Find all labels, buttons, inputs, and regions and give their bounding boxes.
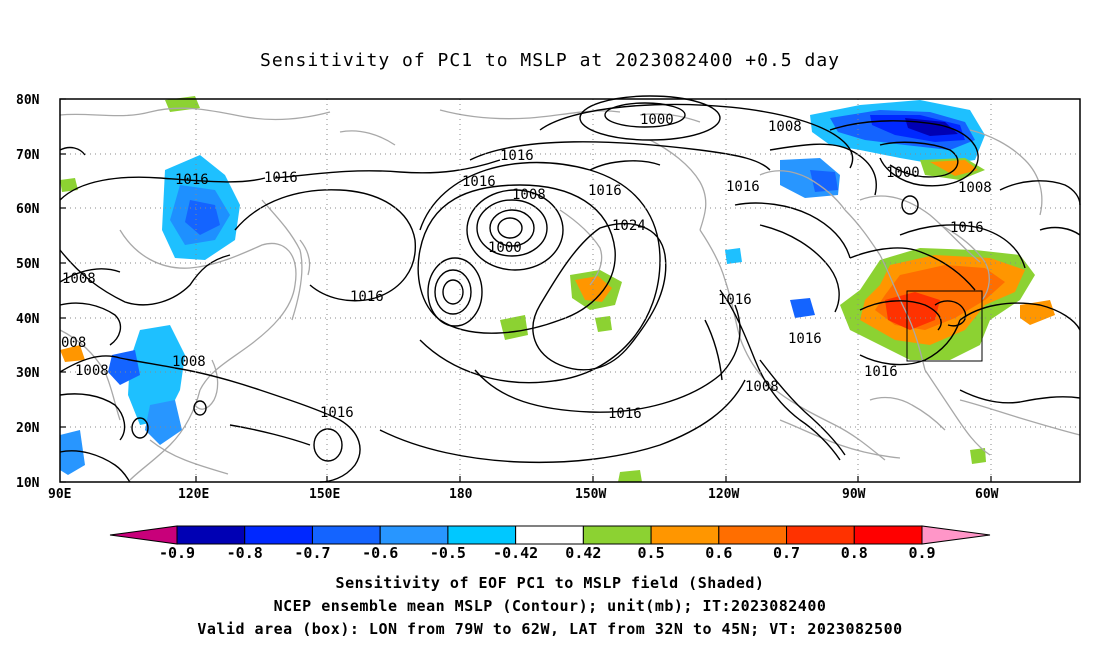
lat-label: 10N [16, 476, 40, 491]
lat-label: 70N [16, 148, 40, 163]
caption-line-2: NCEP ensemble mean MSLP (Contour); unit(… [273, 597, 827, 615]
longitude-labels: 90E 120E 150E 180 150W 120W 90W 60W [48, 487, 999, 502]
map-frame [59, 98, 1081, 483]
contour-label: 1016 [726, 179, 760, 195]
lat-label: 20N [16, 421, 40, 436]
contour-label: 1016 [175, 172, 209, 188]
contour-label: 1008 [75, 363, 109, 379]
contour-label: 1008 [768, 119, 802, 135]
colorbar: -0.9 -0.8 -0.7 -0.6 -0.5 -0.42 0.42 0.5 0.6 0.7 0.… [109, 525, 991, 562]
contour-label: 1016 [788, 331, 822, 347]
colorbar-tick-label: 0.9 [908, 544, 935, 562]
contour-label: 1016 [608, 406, 642, 422]
lat-label: 40N [16, 312, 40, 327]
caption-line-3: Valid area (box): LON from 79W to 62W, L… [197, 620, 903, 638]
colorbar-arrow-left [109, 525, 178, 545]
contour-label: 1016 [588, 183, 622, 199]
contour-label: 1008 [958, 180, 992, 196]
colorbar-tick-label: -0.5 [430, 544, 466, 562]
colorbar-swatch [718, 525, 788, 545]
lon-label: 120E [178, 487, 209, 502]
contour-label: 1016 [500, 148, 534, 164]
contour-label: 1016 [718, 292, 752, 308]
contour-label: 1016 [320, 405, 354, 421]
contour-label: 1008 [745, 379, 779, 395]
contour-label: 1016 [350, 289, 384, 305]
contour-labels: 1000 1008 1016 1016 1016 1016 1008 1000 … [61, 112, 992, 422]
lon-label: 150E [309, 487, 340, 502]
contour-label: 1016 [864, 364, 898, 380]
contour-label: 1016 [264, 170, 298, 186]
lon-label: 60W [975, 487, 999, 502]
colorbar-swatch [786, 525, 855, 545]
colorbar-tick-label: 0.42 [565, 544, 601, 562]
colorbar-swatch [853, 525, 923, 545]
colorbar-tick-label: -0.42 [493, 544, 538, 562]
grid-lines [60, 99, 1080, 482]
contour-label: 1000 [886, 165, 920, 181]
lon-label: 180 [449, 487, 473, 502]
colorbar-swatch [650, 525, 720, 545]
lat-label: 80N [16, 93, 40, 108]
colorbar-tick-label: -0.7 [294, 544, 330, 562]
contour-label: 1008 [172, 354, 206, 370]
axis-ticks [60, 98, 992, 483]
coastlines [59, 107, 1081, 481]
chart-title: Sensitivity of PC1 to MSLP at 2023082400… [259, 50, 840, 71]
colorbar-swatch [447, 525, 517, 545]
lon-label: 150W [575, 487, 606, 502]
contour-label: 1016 [462, 174, 496, 190]
contour-label: 1016 [950, 220, 984, 236]
colorbar-swatch [176, 525, 246, 545]
lon-label: 120W [708, 487, 739, 502]
lon-label: 90W [842, 487, 866, 502]
colorbar-tick-label: 0.7 [773, 544, 800, 562]
colorbar-swatch [311, 525, 381, 545]
colorbar-boxes [176, 525, 923, 545]
mslp-contours [59, 95, 1081, 483]
colorbar-tick-label: -0.8 [227, 544, 263, 562]
lat-label: 60N [16, 202, 40, 217]
colorbar-tick-label: 0.6 [705, 544, 732, 562]
colorbar-tick-label: 0.5 [638, 544, 665, 562]
contour-label: 1008 [512, 187, 546, 203]
colorbar-tick-label: 0.8 [841, 544, 868, 562]
contour-label: 1000 [488, 240, 522, 256]
lat-label: 50N [16, 257, 40, 272]
contour-label: 008 [61, 335, 86, 351]
colorbar-labels: -0.9 -0.8 -0.7 -0.6 -0.5 -0.42 0.42 0.5 0.6 0.7 0.… [159, 544, 936, 562]
latitude-labels: 80N 70N 60N 50N 40N 30N 20N 10N [16, 93, 40, 491]
contour-label: 1008 [62, 271, 96, 287]
contour-label: 1000 [640, 112, 674, 128]
lon-label: 90E [48, 487, 71, 502]
colorbar-arrow-right [921, 525, 991, 545]
caption-line-1: Sensitivity of EOF PC1 to MSLP field (Sh… [335, 574, 765, 592]
colorbar-swatch [582, 525, 652, 545]
colorbar-swatch [515, 525, 584, 545]
colorbar-swatch [379, 525, 449, 545]
colorbar-tick-label: -0.6 [362, 544, 398, 562]
colorbar-tick-label: -0.9 [159, 544, 195, 562]
valid-area-box [906, 290, 983, 362]
lat-label: 30N [16, 366, 40, 381]
colorbar-swatch [244, 525, 313, 545]
contour-label: 1024 [612, 218, 646, 234]
